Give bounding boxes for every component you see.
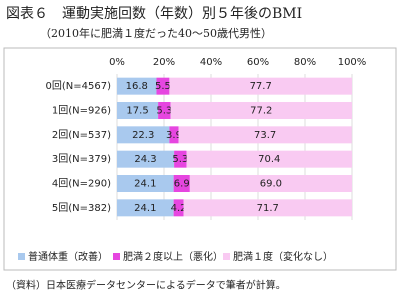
bar-segment [117, 175, 174, 192]
y-tick-label: 3回(N=379) [52, 153, 111, 165]
x-tick-label: 20% [153, 57, 175, 68]
y-tick-label: 5回(N=382) [52, 202, 111, 214]
legend-swatch [113, 253, 120, 260]
footnote: （資料）日本医療データセンターによるデータで筆者が計算。 [6, 279, 286, 292]
value-label: 73.7 [254, 130, 276, 141]
bar-segment [117, 102, 159, 119]
bar-segment [169, 77, 352, 95]
x-tick-label: 80% [294, 57, 316, 68]
bar-segment [183, 199, 352, 217]
y-tick-label: 1回(N=926) [52, 105, 111, 117]
value-label: 5.3 [156, 106, 172, 117]
y-tick-label: 4回(N=290) [52, 178, 111, 190]
x-tick-label: 100% [338, 57, 367, 68]
chart-subtitle: （2010年に肥満１度だった40〜50歳代男性） [40, 26, 272, 40]
y-tick-label: 2回(N=537) [52, 129, 111, 141]
bar-segment [156, 77, 170, 95]
bar-segment [117, 150, 175, 168]
bar-segment [158, 102, 171, 119]
legend-swatch [18, 253, 25, 260]
bar-segment [170, 102, 352, 119]
bar-segment [117, 199, 174, 217]
value-label: 24.3 [134, 154, 156, 165]
value-label: 4.2 [171, 203, 187, 214]
y-tick-label: 0回(N=4567) [46, 80, 112, 92]
bar-segment [169, 126, 179, 144]
x-tick-label: 60% [247, 57, 269, 68]
bar-segment [178, 126, 352, 144]
bar-segment [173, 175, 190, 192]
value-label: 6.9 [174, 179, 190, 190]
value-label: 70.4 [258, 154, 280, 165]
value-label: 24.1 [134, 203, 156, 214]
x-tick-label: 40% [200, 57, 222, 68]
bar-segment [186, 150, 352, 168]
value-label: 16.8 [126, 81, 148, 92]
value-label: 69.0 [260, 179, 282, 190]
bar-segment [173, 199, 184, 217]
bar-segment [117, 77, 157, 95]
bar-segment [174, 150, 187, 168]
chart-title: 図表６ 運動実施回数（年数）別５年後のBMI [6, 6, 302, 22]
value-label: 5.3 [172, 154, 188, 165]
legend-label: 肥満１度（変化なし） [233, 250, 333, 263]
value-label: 24.1 [134, 179, 156, 190]
value-label: 77.7 [250, 81, 272, 92]
legend-swatch [223, 253, 230, 260]
legend-label: 普通体重（改善） [28, 250, 108, 263]
value-label: 3.9 [166, 130, 182, 141]
x-tick-label: 0% [109, 57, 125, 68]
bar-segment [189, 175, 352, 192]
value-label: 17.5 [126, 106, 148, 117]
value-label: 22.3 [132, 130, 154, 141]
legend-label: 肥満２度以上（悪化） [123, 250, 223, 263]
chart-frame [3, 47, 397, 271]
value-label: 77.2 [250, 106, 272, 117]
value-label: 71.7 [257, 203, 279, 214]
bar-segment [117, 126, 170, 144]
value-label: 5.5 [155, 81, 171, 92]
